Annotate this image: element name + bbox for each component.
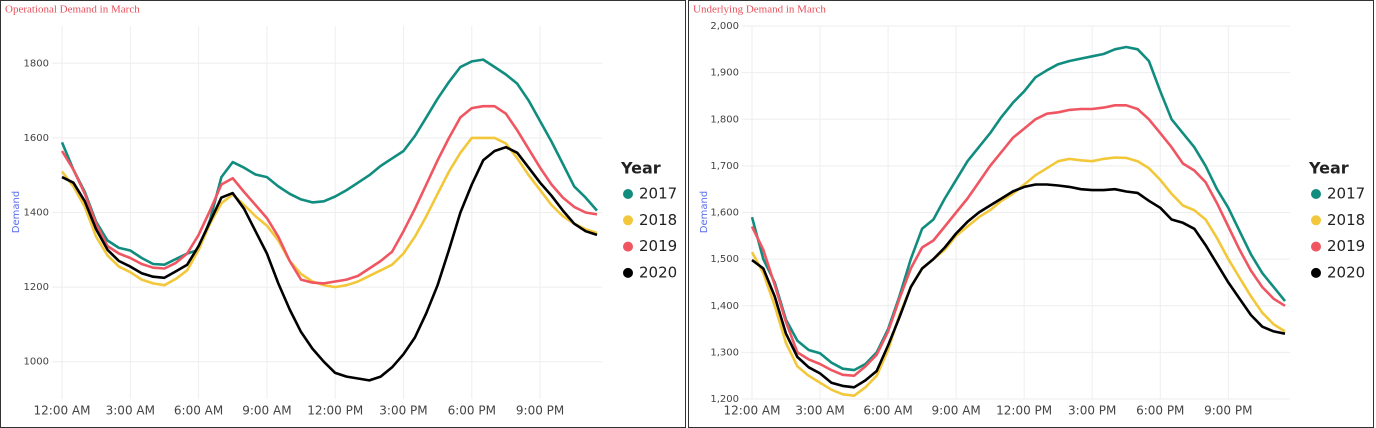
y-tick-label: 1800 [24, 58, 49, 69]
x-tick-label: 9:00 AM [242, 404, 291, 418]
y-tick-label: 1,200 [710, 394, 739, 405]
x-tick-label: 12:00 PM [996, 404, 1052, 418]
legend-marker [1311, 267, 1321, 278]
line-series [751, 183, 1286, 389]
x-tick-label: 6:00 AM [863, 404, 912, 418]
x-tick-label: 3:00 PM [379, 404, 427, 418]
chart: Underlying Demand in March Demand 1,200 1,3… [693, 4, 1365, 418]
legend-title: Year [1308, 159, 1349, 178]
x-tick-label: 6:00 AM [174, 404, 223, 418]
x-tick-label: 3:00 AM [795, 404, 844, 418]
chart-title: Operational Demand in March [5, 4, 140, 16]
y-tick-label: 1,800 [710, 114, 739, 125]
chart: Operational Demand in March Demand 1000 120… [5, 4, 677, 418]
legend-marker [623, 215, 633, 226]
legend-entry: 2017 [1327, 185, 1365, 203]
legend-title: Year [620, 159, 661, 178]
y-tick-label: 1,400 [710, 301, 739, 312]
chart-title: Underlying Demand in March [693, 4, 826, 16]
legend-marker [1311, 189, 1321, 199]
legend-entry: 2017 [639, 185, 677, 203]
x-tick-label: 12:00 AM [724, 404, 781, 418]
y-tick-label: 1,600 [710, 208, 739, 219]
panel-left: Operational Demand in March Demand 1000 120… [0, 0, 686, 428]
legend-entry: 2020 [1327, 263, 1365, 281]
x-tick-label: 3:00 PM [1068, 404, 1116, 418]
y-tick-label: 1,900 [710, 68, 739, 79]
x-tick-label: 12:00 PM [307, 404, 363, 418]
y-tick-label: 1400 [24, 208, 49, 219]
y-tick-label: 1,700 [710, 161, 739, 172]
legend-marker [623, 267, 633, 278]
line-series [750, 104, 1286, 377]
panel-right: Underlying Demand in March Demand 1,200 1,3… [688, 0, 1374, 428]
y-axis-label: Demand [699, 191, 710, 233]
x-tick-label: 9:00 AM [931, 404, 980, 418]
y-tick-label: 1600 [24, 133, 49, 144]
legend-marker [623, 241, 633, 252]
legend-entry: 2018 [1327, 211, 1365, 229]
line-series [750, 45, 1287, 372]
y-axis-label: Demand [11, 191, 22, 233]
x-tick-label: 9:00 PM [1204, 404, 1252, 418]
legend-entry: 2020 [639, 263, 677, 281]
x-tick-label: 12:00 AM [34, 404, 91, 418]
legend-marker [1311, 241, 1321, 252]
legend-entry: 2018 [639, 211, 677, 229]
y-tick-label: 1000 [24, 357, 49, 368]
y-tick-label: 1,300 [710, 347, 739, 358]
x-tick-label: 9:00 PM [516, 404, 564, 418]
legend-marker [1311, 215, 1321, 226]
x-tick-label: 6:00 PM [1136, 404, 1184, 418]
line-series [61, 145, 598, 382]
legend-entry: 2019 [1327, 237, 1365, 255]
x-tick-label: 3:00 AM [106, 404, 155, 418]
y-tick-label: 2,000 [710, 21, 739, 32]
y-tick-label: 1200 [24, 282, 49, 293]
line-series [750, 156, 1286, 397]
y-tick-label: 1,500 [710, 254, 739, 265]
line-series [60, 104, 598, 285]
line-series [60, 136, 598, 289]
line-series [60, 58, 598, 266]
legend-entry: 2019 [639, 237, 677, 255]
x-tick-label: 6:00 PM [448, 404, 496, 418]
legend-marker [623, 189, 633, 199]
